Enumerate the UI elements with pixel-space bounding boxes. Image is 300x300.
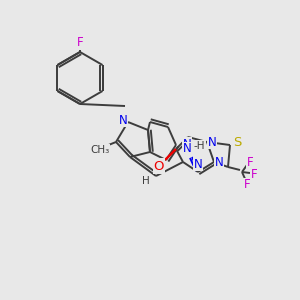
Text: H: H bbox=[142, 176, 150, 186]
Text: F: F bbox=[244, 178, 250, 191]
Text: F: F bbox=[251, 167, 257, 181]
Text: N: N bbox=[208, 136, 216, 148]
Text: N: N bbox=[183, 137, 191, 151]
Text: -H: -H bbox=[193, 141, 205, 151]
Text: N: N bbox=[194, 158, 202, 170]
Text: S: S bbox=[233, 136, 241, 149]
Text: N: N bbox=[183, 142, 191, 155]
Text: O: O bbox=[154, 160, 164, 172]
Text: N: N bbox=[118, 113, 127, 127]
Text: F: F bbox=[77, 37, 83, 50]
Text: N: N bbox=[214, 155, 224, 169]
Text: CH₃: CH₃ bbox=[90, 145, 110, 155]
Text: F: F bbox=[247, 155, 253, 169]
